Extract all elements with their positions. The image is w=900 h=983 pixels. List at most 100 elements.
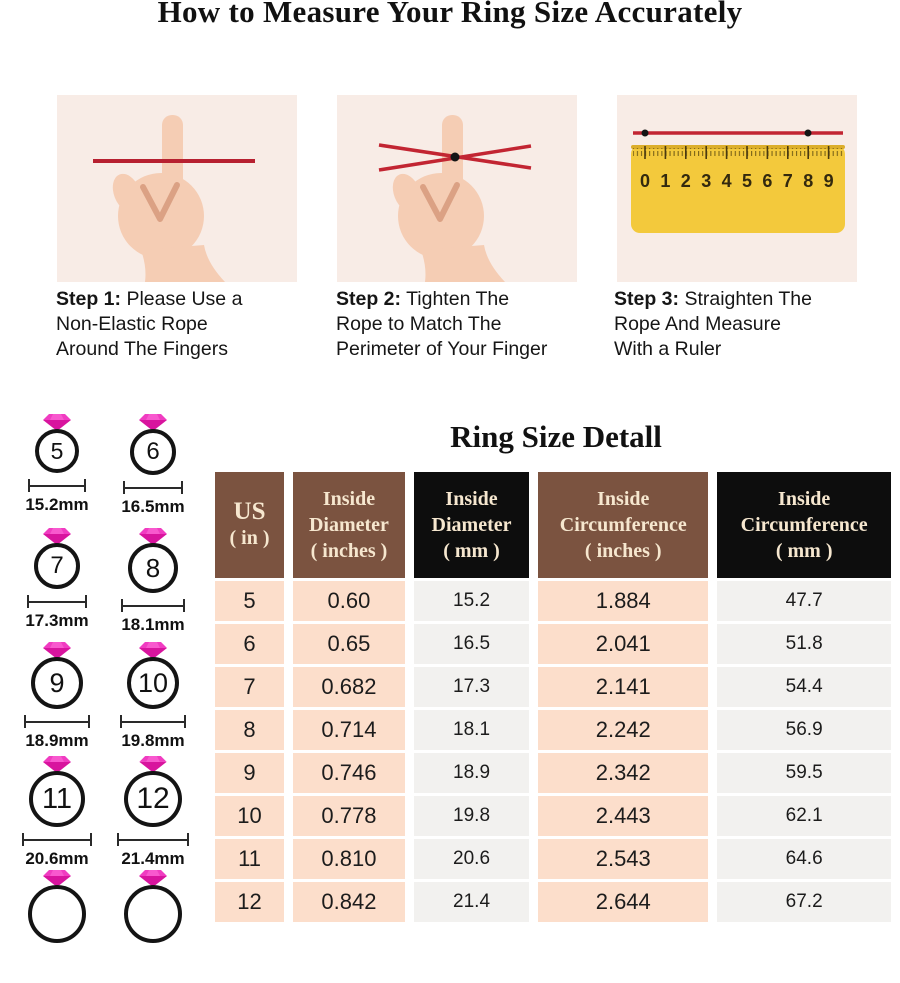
ring-circle	[28, 885, 86, 943]
svg-text:0: 0	[640, 171, 650, 191]
hand-pointing-icon	[378, 115, 532, 282]
page-title: How to Measure Your Ring Size Accurately	[157, 0, 743, 29]
cell: 1.884	[538, 581, 709, 621]
cell: 62.1	[717, 796, 891, 836]
ring-partial	[9, 869, 105, 983]
cell: 20.6	[413, 839, 530, 879]
table-header: US( in ) Inside Diameter( inches ) Inside Di…	[215, 472, 891, 578]
table-title: Ring Size Detall	[450, 419, 662, 454]
cell: 64.6	[717, 839, 891, 879]
cell: 67.2	[717, 882, 891, 922]
step1-label: Step 1:	[56, 288, 122, 310]
ring-size-number: 5	[50, 437, 64, 464]
ring-diameter-label: 18.1mm	[121, 615, 185, 634]
ring-size-number: 6	[146, 438, 160, 465]
measure-bracket	[27, 595, 87, 608]
measure-bracket	[123, 481, 183, 494]
cell: 0.842	[293, 882, 405, 922]
finger-fold	[420, 182, 460, 222]
rope-knot-dot	[450, 152, 460, 162]
ring-circle: 5	[35, 429, 79, 473]
cell: 0.682	[293, 667, 405, 707]
ring-circle: 6	[130, 429, 176, 475]
cell: 7	[215, 667, 285, 707]
rope-mark-dot	[641, 129, 649, 137]
ring-diameter-label: 15.2mm	[25, 495, 89, 514]
cell: 10	[215, 796, 285, 836]
ring-diameter-label: 21.4mm	[121, 849, 185, 868]
cell: 15.2	[413, 581, 530, 621]
rope-mark-dot	[804, 129, 812, 137]
ring-circle: 9	[31, 657, 83, 709]
ring-size-8: 8 18.1mm	[105, 527, 201, 641]
ring-size-number: 10	[137, 667, 169, 698]
cell: 0.714	[293, 710, 405, 750]
svg-text:1: 1	[660, 171, 670, 191]
ring-size-number: 11	[41, 782, 73, 815]
ring-size-number: 12	[136, 781, 170, 815]
finger-fold	[140, 182, 180, 222]
header-inside-diameter-in: Inside Diameter( inches )	[293, 472, 405, 578]
diamond-icon	[43, 642, 71, 659]
cell: 0.60	[293, 581, 405, 621]
ring-diameter-label: 20.6mm	[25, 849, 89, 868]
measure-bracket	[24, 715, 90, 728]
header-inside-circumference-mm: Inside Circumference( mm )	[717, 472, 891, 578]
ring-circle	[124, 885, 182, 943]
cell: 2.242	[538, 710, 709, 750]
ring-size-graphics: 5 15.2mm 6 16.5mm 7 17.3mm 8 18.1mm 9 18.9mm 10 19.…	[9, 413, 201, 983]
measure-bracket	[28, 479, 86, 492]
cell: 5	[215, 581, 285, 621]
table-row: 9 0.746 18.9 2.342 59.5	[215, 753, 891, 793]
cell: 47.7	[717, 581, 891, 621]
measure-bracket	[22, 833, 92, 846]
svg-text:3: 3	[701, 171, 711, 191]
ring-circle: 11	[29, 771, 85, 827]
ring-size-11: 11 20.6mm	[9, 755, 105, 869]
diamond-icon	[43, 414, 71, 431]
svg-text:5: 5	[742, 171, 752, 191]
ring-partial	[105, 869, 201, 983]
diamond-icon	[43, 756, 71, 773]
ring-size-7: 7 17.3mm	[9, 527, 105, 641]
cell: 54.4	[717, 667, 891, 707]
cell: 2.443	[538, 796, 709, 836]
ruler-minor-ticks	[633, 148, 843, 156]
cell: 6	[215, 624, 285, 664]
diamond-icon	[139, 642, 167, 659]
svg-text:4: 4	[722, 171, 732, 191]
cell: 56.9	[717, 710, 891, 750]
cell: 8	[215, 710, 285, 750]
table-row: 10 0.778 19.8 2.443 62.1	[215, 796, 891, 836]
header-us: US( in )	[215, 472, 285, 578]
ring-size-10: 10 19.8mm	[105, 641, 201, 755]
ring-size-12: 12 21.4mm	[105, 755, 201, 869]
cell: 11	[215, 839, 285, 879]
cell: 59.5	[717, 753, 891, 793]
ruler-body	[631, 145, 845, 233]
ring-size-number: 7	[50, 552, 64, 579]
cell: 0.810	[293, 839, 405, 879]
ring-circle: 10	[127, 657, 179, 709]
ring-size-number: 8	[145, 552, 161, 583]
diamond-icon	[139, 528, 167, 545]
cell: 18.1	[413, 710, 530, 750]
measure-bracket	[120, 715, 186, 728]
cell: 2.342	[538, 753, 709, 793]
step3-label: Step 3:	[614, 288, 680, 310]
svg-text:6: 6	[762, 171, 772, 191]
cell: 18.9	[413, 753, 530, 793]
ring-circle: 12	[124, 770, 182, 828]
measure-bracket	[121, 599, 185, 612]
cell: 17.3	[413, 667, 530, 707]
table-row: 6 0.65 16.5 2.041 51.8	[215, 624, 891, 664]
step1-caption: Step 1: Please Use a Non-Elastic Rope Ar…	[56, 288, 243, 360]
cell: 0.746	[293, 753, 405, 793]
cell: 21.4	[413, 882, 530, 922]
step2-illustration	[337, 95, 577, 282]
ring-circle: 7	[34, 543, 80, 589]
table-row: 8 0.714 18.1 2.242 56.9	[215, 710, 891, 750]
